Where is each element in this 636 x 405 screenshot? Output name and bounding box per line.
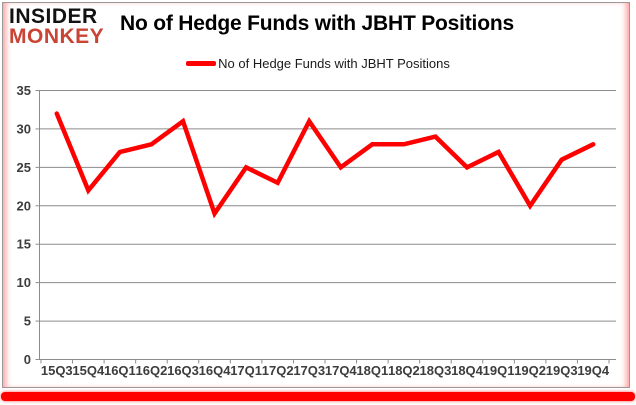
logo-text-monkey: MONKEY: [9, 24, 105, 48]
x-axis-label: 18Q2: [388, 363, 420, 378]
x-axis-label: 19Q1: [483, 363, 515, 378]
legend-label: No of Hedge Funds with JBHT Positions: [218, 56, 450, 71]
x-axis-label: 17Q3: [293, 363, 325, 378]
x-axis-label: 18Q1: [356, 363, 388, 378]
x-axis-label: 19Q3: [546, 363, 578, 378]
x-axis-label: 19Q2: [514, 363, 546, 378]
x-axis-label: 16Q4: [199, 363, 232, 378]
x-axis-label: 18Q3: [420, 363, 452, 378]
y-axis-label: 25: [17, 160, 31, 175]
x-axis-label: 16Q1: [104, 363, 136, 378]
x-axis-label: 16Q3: [167, 363, 199, 378]
insider-monkey-logo: INSIDER MONKEY: [9, 5, 105, 48]
x-axis-label: 15Q3: [41, 363, 73, 378]
legend-line-swatch: [186, 61, 217, 66]
y-axis-label: 5: [24, 314, 31, 329]
x-axis-label: 17Q2: [262, 363, 294, 378]
x-axis-label: 16Q2: [136, 363, 168, 378]
x-axis-label: 18Q4: [451, 363, 484, 378]
red-accent-bar: [1, 392, 635, 401]
chart-title: No of Hedge Funds with JBHT Positions: [120, 12, 514, 35]
y-axis-label: 35: [17, 83, 31, 98]
y-axis-label: 20: [17, 198, 31, 213]
y-axis-label: 30: [17, 121, 31, 136]
y-axis-label: 15: [17, 237, 31, 252]
legend: No of Hedge Funds with JBHT Positions: [0, 56, 636, 71]
y-axis-label: 0: [24, 352, 31, 367]
series-line: [54, 111, 596, 219]
logo-text-insider: INSIDER: [9, 5, 98, 28]
x-axis-label: 19Q4: [577, 363, 610, 378]
x-axis-label: 15Q4: [72, 363, 105, 378]
y-axis-label: 10: [17, 275, 31, 290]
x-axis-label: 17Q1: [230, 363, 262, 378]
x-axis-label: 17Q4: [325, 363, 358, 378]
